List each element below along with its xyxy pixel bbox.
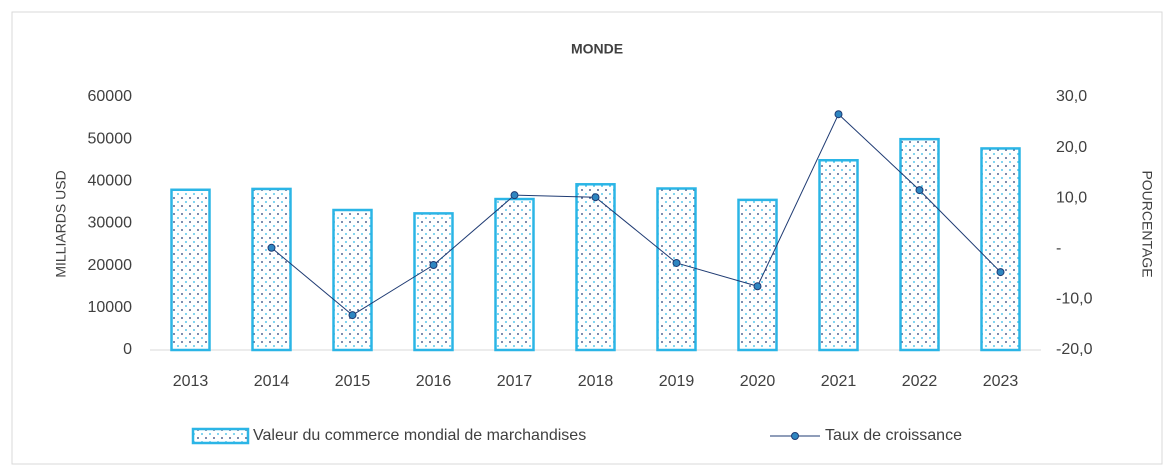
line-marker xyxy=(591,193,600,202)
bar xyxy=(818,159,859,352)
line-marker xyxy=(996,268,1005,277)
legend-swatch xyxy=(191,427,250,445)
y-tick-label: 0 xyxy=(123,341,132,358)
x-tick-label: 2013 xyxy=(173,373,209,390)
x-tick-label: 2014 xyxy=(254,373,290,390)
y-tick-label: 20000 xyxy=(88,257,133,274)
bar xyxy=(332,208,373,352)
x-tick-label: 2021 xyxy=(821,373,857,390)
y2-tick-label: 10,0 xyxy=(1056,189,1087,206)
y-tick-label: 60000 xyxy=(88,88,133,105)
line-marker xyxy=(672,258,681,267)
y2-tick-label: 20,0 xyxy=(1056,139,1087,156)
bar xyxy=(575,183,616,352)
y-tick-label: 40000 xyxy=(88,173,133,190)
x-tick-label: 2019 xyxy=(659,373,695,390)
line-marker xyxy=(267,243,276,252)
bar xyxy=(980,147,1021,352)
y2-tick-label: -10,0 xyxy=(1056,291,1093,308)
line-marker xyxy=(429,260,438,269)
legend-swatch-marker xyxy=(791,432,799,440)
bar xyxy=(494,197,535,352)
x-tick-label: 2018 xyxy=(578,373,614,390)
legend-label: Taux de croissance xyxy=(825,427,962,444)
bar xyxy=(737,198,778,352)
y-tick-label: 10000 xyxy=(88,299,133,316)
legend-label: Valeur du commerce mondial de marchandis… xyxy=(253,427,586,444)
y2-tick-label: 30,0 xyxy=(1056,88,1087,105)
y2-tick-label: -20,0 xyxy=(1056,341,1093,358)
bar xyxy=(899,137,940,352)
bar xyxy=(413,212,454,352)
bar xyxy=(170,188,211,352)
x-tick-label: 2017 xyxy=(497,373,533,390)
y2-tick-label: - xyxy=(1056,240,1061,257)
y2-axis-title: POURCENTAGE xyxy=(1139,170,1155,277)
y-tick-label: 50000 xyxy=(88,130,133,147)
y-tick-label: 30000 xyxy=(88,215,133,232)
x-tick-label: 2023 xyxy=(983,373,1019,390)
y-axis-title: MILLIARDS USD xyxy=(53,170,69,277)
x-tick-label: 2022 xyxy=(902,373,938,390)
line-marker xyxy=(348,311,357,320)
line-marker xyxy=(510,191,519,200)
x-tick-label: 2015 xyxy=(335,373,371,390)
chart-title: MONDE xyxy=(571,41,623,57)
line-marker xyxy=(753,282,762,291)
x-tick-label: 2016 xyxy=(416,373,452,390)
bar xyxy=(251,187,292,352)
line-marker xyxy=(915,186,924,195)
bar xyxy=(656,187,697,352)
line xyxy=(271,113,1001,316)
x-tick-label: 2020 xyxy=(740,373,776,390)
line-marker xyxy=(834,110,843,119)
